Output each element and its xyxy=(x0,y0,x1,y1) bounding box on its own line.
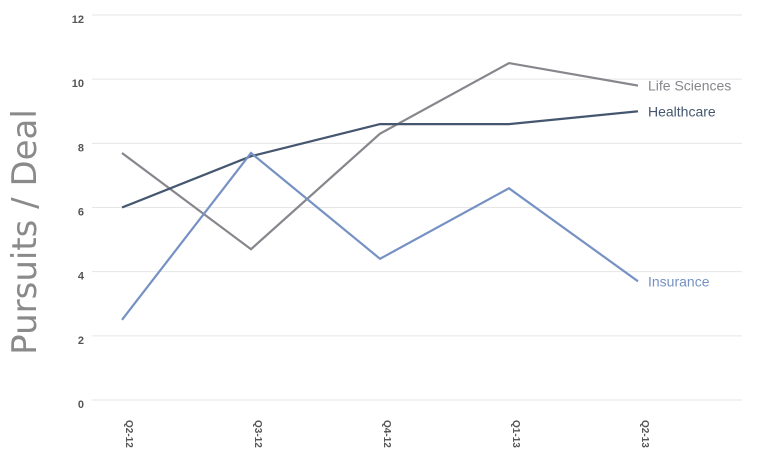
series-line xyxy=(121,61,639,251)
series-labels: Life Sciences Healthcare Insurance xyxy=(648,78,731,290)
gridlines xyxy=(92,14,742,401)
x-axis-ticks: Q2-12 Q3-12 Q4-12 Q1-13 Q2-13 xyxy=(123,420,650,448)
series-line xyxy=(121,151,639,321)
y-tick-label: 2 xyxy=(78,335,84,347)
series-line xyxy=(121,110,639,209)
x-tick-label: Q4-12 xyxy=(381,420,392,448)
series-label: Life Sciences xyxy=(648,78,731,94)
x-tick-label: Q3-12 xyxy=(252,420,263,448)
y-tick-label: 6 xyxy=(78,207,84,219)
series-label: Healthcare xyxy=(648,103,716,119)
series-label: Insurance xyxy=(648,273,710,289)
x-tick-label: Q1-13 xyxy=(510,420,521,448)
y-tick-label: 12 xyxy=(72,14,84,26)
y-tick-label: 0 xyxy=(78,399,84,411)
series-lines xyxy=(121,61,639,321)
y-tick-label: 8 xyxy=(78,142,84,154)
y-axis-ticks: 0 2 4 6 8 10 12 xyxy=(72,14,85,411)
x-tick-label: Q2-12 xyxy=(123,420,134,448)
x-tick-label: Q2-13 xyxy=(639,420,650,448)
y-tick-label: 4 xyxy=(78,271,85,283)
y-axis-label: Pursuits / Deal xyxy=(5,109,45,355)
y-tick-label: 10 xyxy=(72,78,84,90)
